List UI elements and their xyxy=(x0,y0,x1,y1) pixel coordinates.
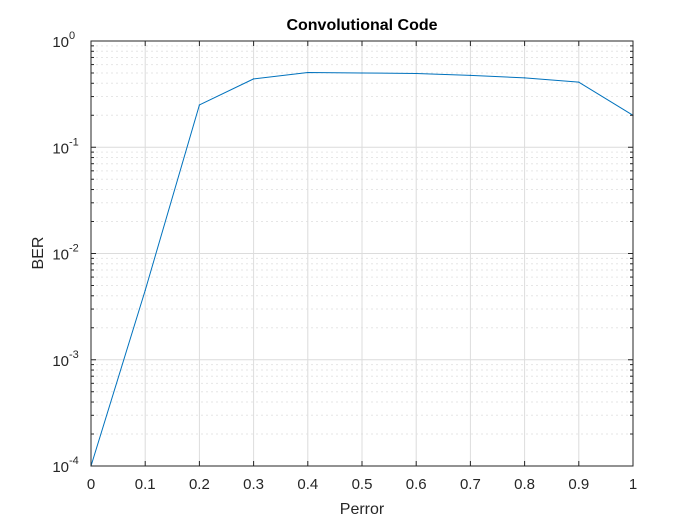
data-point xyxy=(253,78,255,80)
x-tick-label: 0.1 xyxy=(135,476,156,493)
y-tick-base: 10 xyxy=(52,140,69,157)
y-tick-label: 10 xyxy=(52,353,69,370)
data-point xyxy=(144,289,146,291)
y-tick-label: 10 xyxy=(52,459,69,476)
y-tick-label: 10 xyxy=(52,140,69,157)
y-tick-exponent: 0 xyxy=(69,30,75,42)
tick-marks xyxy=(90,40,634,467)
y-tick-base: 10 xyxy=(52,459,69,476)
y-tick-base: 10 xyxy=(52,353,69,370)
data-point xyxy=(361,72,363,74)
y-tick-exponent: -3 xyxy=(69,349,79,361)
data-point xyxy=(415,72,417,75)
x-tick-label: 0.8 xyxy=(514,476,535,493)
x-tick-label: 0.6 xyxy=(406,476,427,493)
x-tick-label: 0.4 xyxy=(297,476,318,493)
x-tick-label: 0 xyxy=(87,476,95,493)
data-point xyxy=(198,104,200,106)
data-point xyxy=(524,77,526,79)
y-tick-label: 10 xyxy=(52,34,69,51)
x-tick-label: 0.2 xyxy=(189,476,210,493)
y-tick-exponent: -4 xyxy=(69,455,79,467)
chart-title: Convolutional Code xyxy=(286,17,437,34)
y-tick-base: 10 xyxy=(52,247,69,264)
data-point xyxy=(469,74,471,76)
data-point xyxy=(307,71,309,74)
y-tick-base: 10 xyxy=(52,34,69,51)
x-tick-label: 0.7 xyxy=(460,476,481,493)
x-tick-labels: 0 0.1 0.2 0.3 0.4 0.5 0.6 0.7 0.8 0.9 1 xyxy=(87,476,637,493)
y-tick-exponent: -2 xyxy=(69,243,79,255)
y-tick-label: 10 xyxy=(52,247,69,264)
y-tick-exponent: -1 xyxy=(69,136,79,148)
y-axis-label: BER xyxy=(30,237,47,270)
x-tick-label: 0.5 xyxy=(352,476,373,493)
x-tick-label: 0.9 xyxy=(568,476,589,493)
x-tick-label: 0.3 xyxy=(243,476,264,493)
data-point xyxy=(578,81,580,83)
x-axis-label: Perror xyxy=(340,501,385,518)
x-tick-label: 1 xyxy=(629,476,637,493)
